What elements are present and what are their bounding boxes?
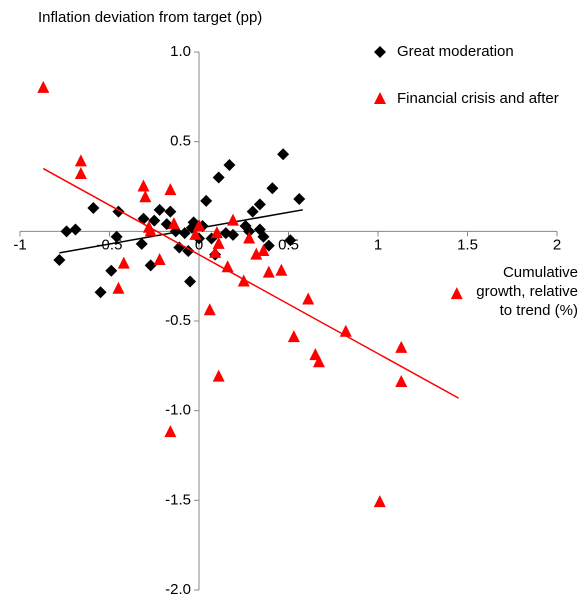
diamond-point (137, 212, 150, 225)
legend-label: Great moderation (397, 43, 514, 60)
triangle-point (139, 190, 152, 203)
x-tick-label: -1 (13, 236, 26, 253)
diamond-point (293, 193, 306, 206)
triangle-point (312, 355, 325, 368)
diamond-point (173, 241, 186, 254)
diamond-point (277, 148, 290, 161)
triangle-point (144, 224, 157, 237)
triangle-point (210, 226, 223, 239)
triangle-point (450, 287, 463, 300)
triangle-point (262, 265, 275, 278)
triangle-point (287, 330, 300, 343)
triangle-point (237, 274, 250, 287)
diamond-point (135, 237, 148, 250)
triangle-point (74, 166, 87, 179)
triangle-point (167, 217, 180, 230)
y-tick-label: -0.5 (165, 312, 191, 329)
triangle-point (212, 236, 225, 249)
triangle-point (275, 263, 288, 276)
triangle-point (373, 495, 386, 508)
triangle-point (395, 374, 408, 387)
diamond-point (182, 245, 195, 258)
triangle-point (189, 227, 202, 240)
y-tick-label: -2.0 (165, 581, 191, 598)
triangle-point (117, 256, 130, 269)
legend-label: Financial crisis and after (397, 90, 559, 107)
triangle-point (137, 179, 150, 192)
diamond-point (212, 171, 225, 184)
diamond-point (184, 275, 197, 288)
triangle-point (209, 245, 222, 258)
diamond-point (144, 259, 157, 272)
triangle-point (153, 253, 166, 266)
y-tick-label: -1.0 (165, 402, 191, 419)
y-tick-label: 0.5 (170, 133, 191, 150)
x-tick-label: 1 (374, 236, 382, 253)
triangle-point (212, 369, 225, 382)
triangle-point (164, 425, 177, 438)
diamond-point (105, 264, 118, 277)
triangle-point (203, 303, 216, 316)
y-tick-label: -1.5 (165, 491, 191, 508)
diamond-point (164, 205, 177, 218)
legend-marker (374, 92, 386, 104)
diamond-point (257, 230, 270, 243)
triangle-point (37, 80, 50, 93)
triangle-point (74, 154, 87, 167)
diamond-point (87, 202, 100, 215)
diamond-point (284, 234, 297, 247)
diamond-point (148, 214, 161, 227)
diamond-point (53, 254, 66, 267)
diamond-point (253, 198, 266, 211)
diamond-point (200, 194, 213, 207)
triangle-point (112, 281, 125, 294)
diamond-point (94, 286, 107, 299)
triangle-point (395, 340, 408, 353)
legend-marker (374, 46, 386, 58)
y-axis-label: Inflation deviation from target (pp) (38, 9, 263, 26)
trend-line (59, 209, 303, 254)
diamond-point (243, 225, 256, 238)
diamond-point (262, 239, 275, 252)
triangle-point (302, 292, 315, 305)
diamond-point (60, 225, 73, 238)
triangle-point (257, 244, 270, 257)
diamond-point (153, 203, 166, 216)
x-tick-label: 2 (553, 236, 561, 253)
triangle-point (250, 247, 263, 260)
trend-line (42, 167, 459, 399)
diamond-point (223, 158, 236, 171)
x-tick-label: 1.5 (457, 236, 478, 253)
triangle-point (193, 218, 205, 231)
x-tick-label: 0 (195, 236, 203, 253)
triangle-point (227, 213, 240, 226)
diamond-point (246, 205, 259, 218)
triangle-point (164, 183, 177, 196)
diamond-point (266, 182, 279, 195)
triangle-point (243, 231, 256, 244)
x-axis-label: Cumulative growth, relative to trend (%) (476, 264, 578, 319)
y-tick-label: 1.0 (170, 43, 191, 60)
diamond-point (69, 223, 82, 236)
diamond-point (110, 230, 123, 243)
diamond-point (227, 228, 240, 241)
